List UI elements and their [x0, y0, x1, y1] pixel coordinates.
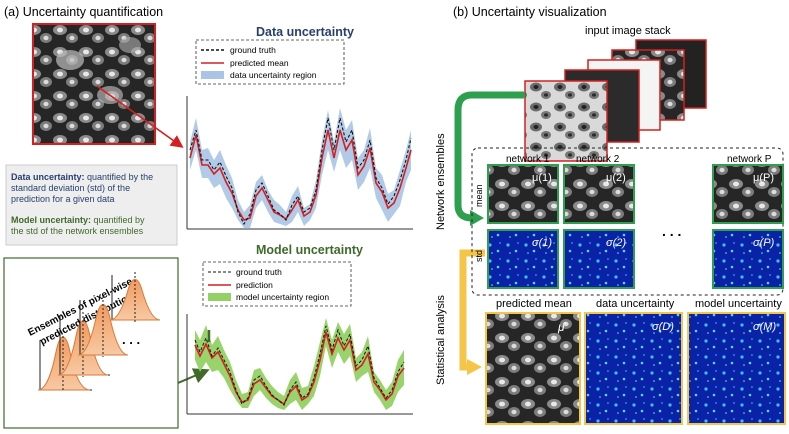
uncertainty-info-box: Data uncertainty: quantified by the stan…: [5, 164, 178, 246]
predicted-mean-label: predicted mean: [496, 298, 572, 310]
network-2-mean-image: [563, 164, 635, 224]
model-prediction-line: [194, 331, 405, 406]
row-label-mean: mean: [474, 184, 484, 207]
legend-data-uncertainty-region: data uncertainty region: [230, 70, 317, 80]
data-uncertainty-heading: Data uncertainty:: [11, 172, 85, 182]
network-2-sigma: σ(2): [606, 237, 626, 249]
network-p-mean-image: [712, 164, 784, 224]
info-line-2: standard deviation (std) of the: [11, 183, 130, 193]
network-1-mean-image: [487, 164, 559, 224]
red-arrow: [96, 85, 184, 148]
yellow-flow-arrow: [459, 249, 485, 371]
network-p-mu: μ(P): [753, 172, 774, 184]
axis-set-3: [77, 296, 129, 357]
green-arrow: [177, 368, 210, 384]
row-label-std: std: [474, 250, 484, 262]
info-line-5: the std of the network ensembles: [11, 226, 144, 236]
model-uncertainty-image: [687, 312, 786, 425]
info-line-3: prediction for a given data: [11, 194, 115, 204]
network-2-label: network 2: [576, 154, 620, 165]
model-uncertainty-label: model uncertainty: [695, 298, 782, 310]
model-uncertainty-heading: Model uncertainty:: [11, 215, 91, 225]
model-uncertainty-title: Model uncertainty: [256, 243, 363, 257]
data-uncertainty-title: Data uncertainty: [256, 25, 354, 39]
model-uncertainty-plot: [186, 314, 413, 415]
data-uncertainty-label: data uncertainty: [596, 298, 675, 310]
data-uncertainty-plot: [186, 96, 413, 230]
network-ensembles-box: [471, 147, 784, 296]
ground-truth-line: [189, 117, 412, 226]
axis-set-2: [57, 312, 110, 377]
ensembles-box: Ensembles of pixel-wise predicted distri…: [3, 257, 179, 429]
data-uncertainty-image: [584, 312, 683, 425]
model-uncertainty-symbol: σ(M): [753, 321, 776, 333]
network-1-std-image: [487, 229, 559, 289]
network-1-label: network 1: [506, 154, 550, 165]
info-line-1: quantified by the: [85, 172, 154, 182]
ensemble-ellipsis: . . .: [122, 332, 140, 347]
network-ellipsis: . . .: [662, 223, 681, 239]
model-ground-truth-line: [194, 325, 405, 406]
network-1-sigma: σ(1): [532, 237, 552, 249]
input-stack-label: input image stack: [585, 25, 671, 37]
legend-prediction: prediction: [236, 280, 273, 290]
info-line-4: quantified by: [91, 215, 145, 225]
panel-b-title: (b) Uncertainty visualization: [453, 5, 607, 19]
input-image-stack: [524, 39, 707, 162]
legend-predicted-mean: predicted mean: [230, 58, 289, 68]
microscopy-image-a: [32, 23, 156, 145]
model-plot-legend: ground truth prediction model uncertaint…: [202, 261, 352, 307]
panel-a-title: (a) Uncertainty quantification: [4, 5, 163, 19]
predicted-mean-image: [485, 312, 581, 425]
network-p-label: network P: [727, 154, 772, 165]
svg-text:Data uncertainty: quantified b: Data uncertainty: quantified by the: [11, 172, 153, 182]
data-plot-legend: ground truth predicted mean data uncerta…: [195, 39, 345, 85]
green-flow-arrow: [454, 91, 525, 222]
statistical-analysis-label: Statistical analysis: [435, 295, 447, 385]
axis-set-4: [109, 272, 161, 322]
legend-ground-truth: ground truth: [230, 45, 276, 55]
network-1-mu: μ(1): [532, 172, 552, 184]
network-p-std-image: [712, 229, 784, 289]
legend-model-uncertainty-region: model uncertainty region: [236, 292, 329, 302]
network-2-std-image: [563, 229, 635, 289]
predicted-mean-symbol: μ̂: [557, 320, 567, 334]
svg-text:Model uncertainty: quantified: Model uncertainty: quantified by: [11, 215, 145, 225]
legend-model-ground-truth: ground truth: [236, 267, 282, 277]
predicted-mean-line: [189, 129, 412, 221]
network-ensembles-label: Network ensembles: [435, 133, 447, 230]
network-2-mu: μ(2): [606, 172, 626, 184]
network-p-sigma: σ(P): [753, 237, 775, 249]
axis-set-1: [37, 336, 92, 392]
data-uncertainty-symbol: σ(D): [652, 321, 674, 333]
